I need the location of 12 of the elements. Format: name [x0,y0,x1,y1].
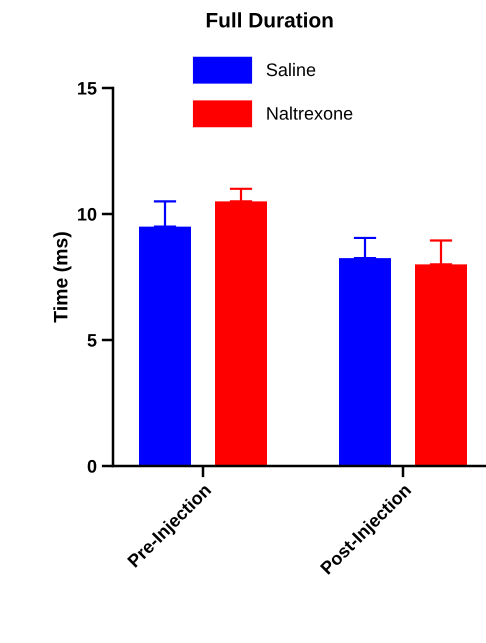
y-axis-title: Time (ms) [53,232,72,323]
bar [139,226,191,466]
bar [415,264,467,466]
legend-label: Saline [266,62,316,76]
legend-label: Naltrexone [267,106,352,120]
y-tick-label: 10 [78,208,96,221]
bar [339,258,391,466]
chart-title: Full Duration [206,12,333,28]
y-tick-label: 5 [88,334,97,347]
bar [215,201,267,466]
y-tick-label: 15 [78,82,97,95]
y-tick-label: 0 [88,460,96,473]
